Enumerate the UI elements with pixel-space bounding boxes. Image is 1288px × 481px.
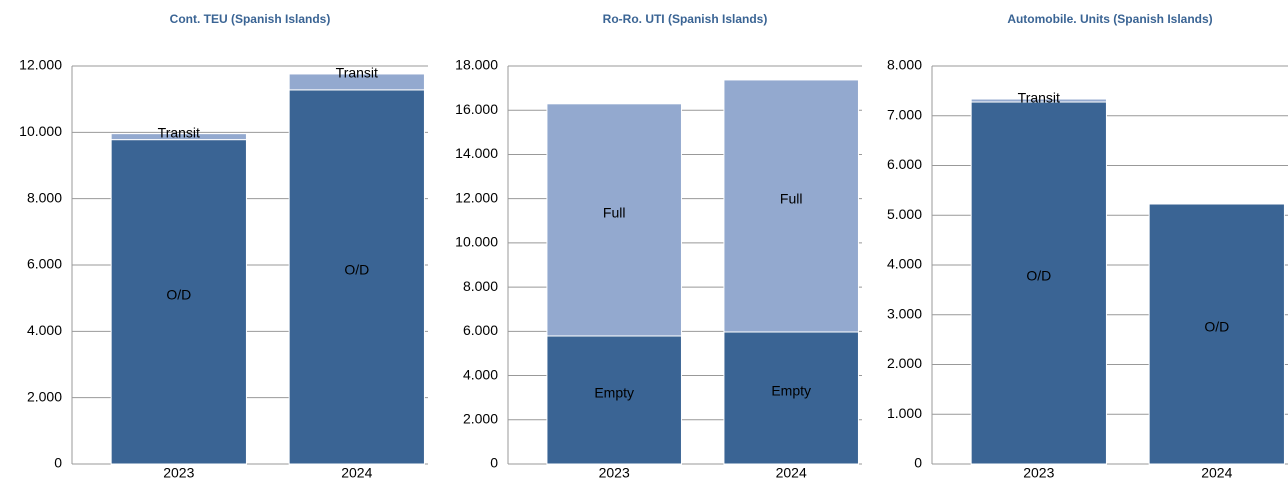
- x-tick-label: 2024: [776, 465, 807, 481]
- y-tick-label: 2.000: [463, 410, 498, 426]
- y-tick-label: 1.000: [887, 405, 922, 421]
- bar-segment: [288, 89, 425, 465]
- segment-label: O/D: [1026, 268, 1051, 284]
- y-tick-label: 4.000: [887, 256, 922, 272]
- bar-segment: [1148, 203, 1285, 465]
- segment-label: O/D: [1204, 319, 1229, 335]
- x-tick-label: 2023: [599, 465, 630, 481]
- segment-label: O/D: [166, 287, 191, 303]
- x-tick-label: 2023: [1023, 465, 1054, 481]
- x-tick-label: 2023: [163, 465, 194, 481]
- y-tick-label: 6.000: [887, 156, 922, 172]
- y-tick-label: 4.000: [463, 366, 498, 382]
- y-tick-label: 0: [490, 455, 498, 471]
- bar-segment: [110, 139, 247, 465]
- y-tick-label: 12.000: [455, 189, 498, 205]
- chart-title: Ro-Ro. UTI (Spanish Islands): [603, 12, 768, 26]
- segment-label: Transit: [158, 124, 200, 140]
- y-tick-label: 5.000: [887, 206, 922, 222]
- segment-label: Transit: [1018, 90, 1060, 106]
- chart-title: Cont. TEU (Spanish Islands): [170, 12, 331, 26]
- chart-title: Automobile. Units (Spanish Islands): [1007, 12, 1212, 26]
- bar-segment: [970, 98, 1107, 103]
- bar-segment: [970, 101, 1107, 465]
- y-tick-label: 2.000: [27, 388, 62, 404]
- x-tick-label: 2024: [1201, 465, 1232, 481]
- y-tick-label: 8.000: [887, 57, 922, 73]
- y-tick-label: 14.000: [455, 145, 498, 161]
- y-tick-label: 4.000: [27, 322, 62, 338]
- y-tick-label: 7.000: [887, 106, 922, 122]
- bar-segment: [288, 73, 425, 91]
- bar-segment: [110, 133, 247, 141]
- y-tick-label: 8.000: [463, 278, 498, 294]
- segment-label: Transit: [336, 65, 378, 81]
- segment-label: Empty: [771, 383, 811, 399]
- y-tick-label: 2.000: [887, 355, 922, 371]
- bar-segment: [723, 79, 859, 333]
- bar-segment: [546, 103, 682, 337]
- segment-label: Empty: [594, 385, 634, 401]
- y-tick-label: 3.000: [887, 305, 922, 321]
- y-tick-label: 18.000: [455, 57, 498, 73]
- bar-segment: [546, 335, 682, 465]
- segment-label: Full: [603, 205, 626, 221]
- x-tick-label: 2024: [341, 465, 372, 481]
- y-tick-label: 0: [914, 455, 922, 471]
- y-tick-label: 10.000: [19, 123, 62, 139]
- y-tick-label: 6.000: [463, 322, 498, 338]
- segment-label: Full: [780, 191, 803, 207]
- segment-label: O/D: [344, 262, 369, 278]
- y-tick-label: 0: [54, 455, 62, 471]
- y-tick-label: 6.000: [27, 256, 62, 272]
- y-tick-label: 16.000: [455, 101, 498, 117]
- y-tick-label: 10.000: [455, 234, 498, 250]
- y-tick-label: 8.000: [27, 189, 62, 205]
- y-tick-label: 12.000: [19, 57, 62, 73]
